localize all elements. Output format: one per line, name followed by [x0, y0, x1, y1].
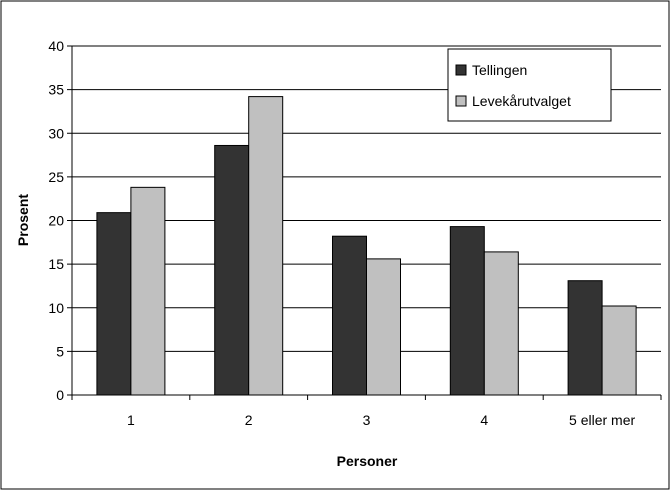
x-tick-label: 5 eller mer — [569, 412, 635, 428]
y-tick-label: 35 — [48, 82, 64, 98]
y-tick-label: 30 — [48, 125, 64, 141]
bar-tellingen — [214, 144, 250, 396]
bar-levekarutvalget — [483, 251, 519, 396]
x-tick-label: 4 — [480, 412, 488, 428]
x-tick-label: 2 — [245, 412, 253, 428]
bar-levekarutvalget — [130, 186, 166, 396]
x-axis-title: Personer — [337, 453, 398, 469]
bars — [96, 96, 637, 396]
legend-swatch-tellingen — [455, 64, 467, 76]
y-tick-label: 0 — [56, 387, 64, 403]
y-tick-label: 15 — [48, 256, 64, 272]
legend-label-tellingen: Tellingen — [472, 62, 527, 78]
y-tick-label: 40 — [48, 38, 64, 54]
x-tick-label: 3 — [363, 412, 371, 428]
legend-swatch-levekarutvalget — [455, 95, 467, 107]
bar-levekarutvalget — [248, 96, 284, 396]
bar-tellingen — [332, 235, 367, 396]
y-tick-label: 5 — [56, 343, 64, 359]
legend-label-levekarutvalget: Levekårutvalget — [472, 93, 571, 109]
y-tick-label: 20 — [48, 213, 64, 229]
bar-levekarutvalget — [601, 305, 637, 396]
y-tick-label: 10 — [48, 300, 64, 316]
bar-tellingen — [96, 212, 132, 396]
axes: 0 5 10 15 20 25 30 35 40 1 2 3 4 5 eller mer — [48, 38, 662, 428]
x-tick-label: 1 — [127, 412, 135, 428]
bar-levekarutvalget — [366, 258, 401, 396]
legend: Tellingen Levekårutvalget — [447, 48, 612, 122]
legend-box — [447, 48, 612, 122]
bar-tellingen — [449, 226, 485, 396]
y-tick-label: 25 — [48, 169, 64, 185]
bar-tellingen — [567, 280, 603, 396]
y-axis-title: Prosent — [15, 194, 31, 246]
